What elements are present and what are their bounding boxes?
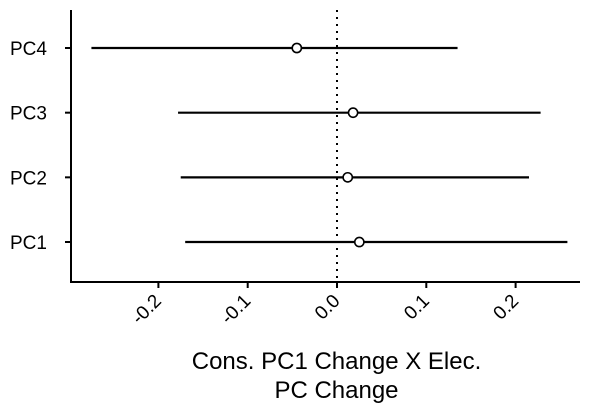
y-tick-label-pc2: PC2: [10, 168, 47, 189]
estimate-point-pc2: [342, 171, 354, 183]
y-tick-label-pc1: PC1: [10, 233, 47, 254]
x-tick-label: 0.2: [490, 291, 524, 325]
estimate-point-pc3: [347, 107, 359, 119]
y-tick-label-pc4: PC4: [10, 39, 47, 60]
y-tick-label-pc3: PC3: [10, 104, 47, 125]
x-axis-title-line-1: Cons. PC1 Change X Elec.: [192, 348, 482, 375]
interval-layer: [91, 46, 568, 244]
x-axis-title-line-2: PC Change: [274, 377, 398, 403]
x-tick-label: -0.1: [217, 291, 255, 329]
x-tick-label: -0.2: [128, 291, 166, 329]
x-tick-label: 0.0: [311, 291, 345, 325]
y-tick-layer: PC4 PC3 PC2 PC1: [10, 39, 71, 254]
point-layer: [291, 42, 365, 248]
x-tick-layer: -0.2 -0.1 0.0 0.1 0.2: [128, 282, 523, 329]
estimate-point-pc4: [291, 42, 303, 54]
estimate-point-pc1: [353, 236, 365, 248]
x-tick-label: 0.1: [400, 291, 434, 325]
